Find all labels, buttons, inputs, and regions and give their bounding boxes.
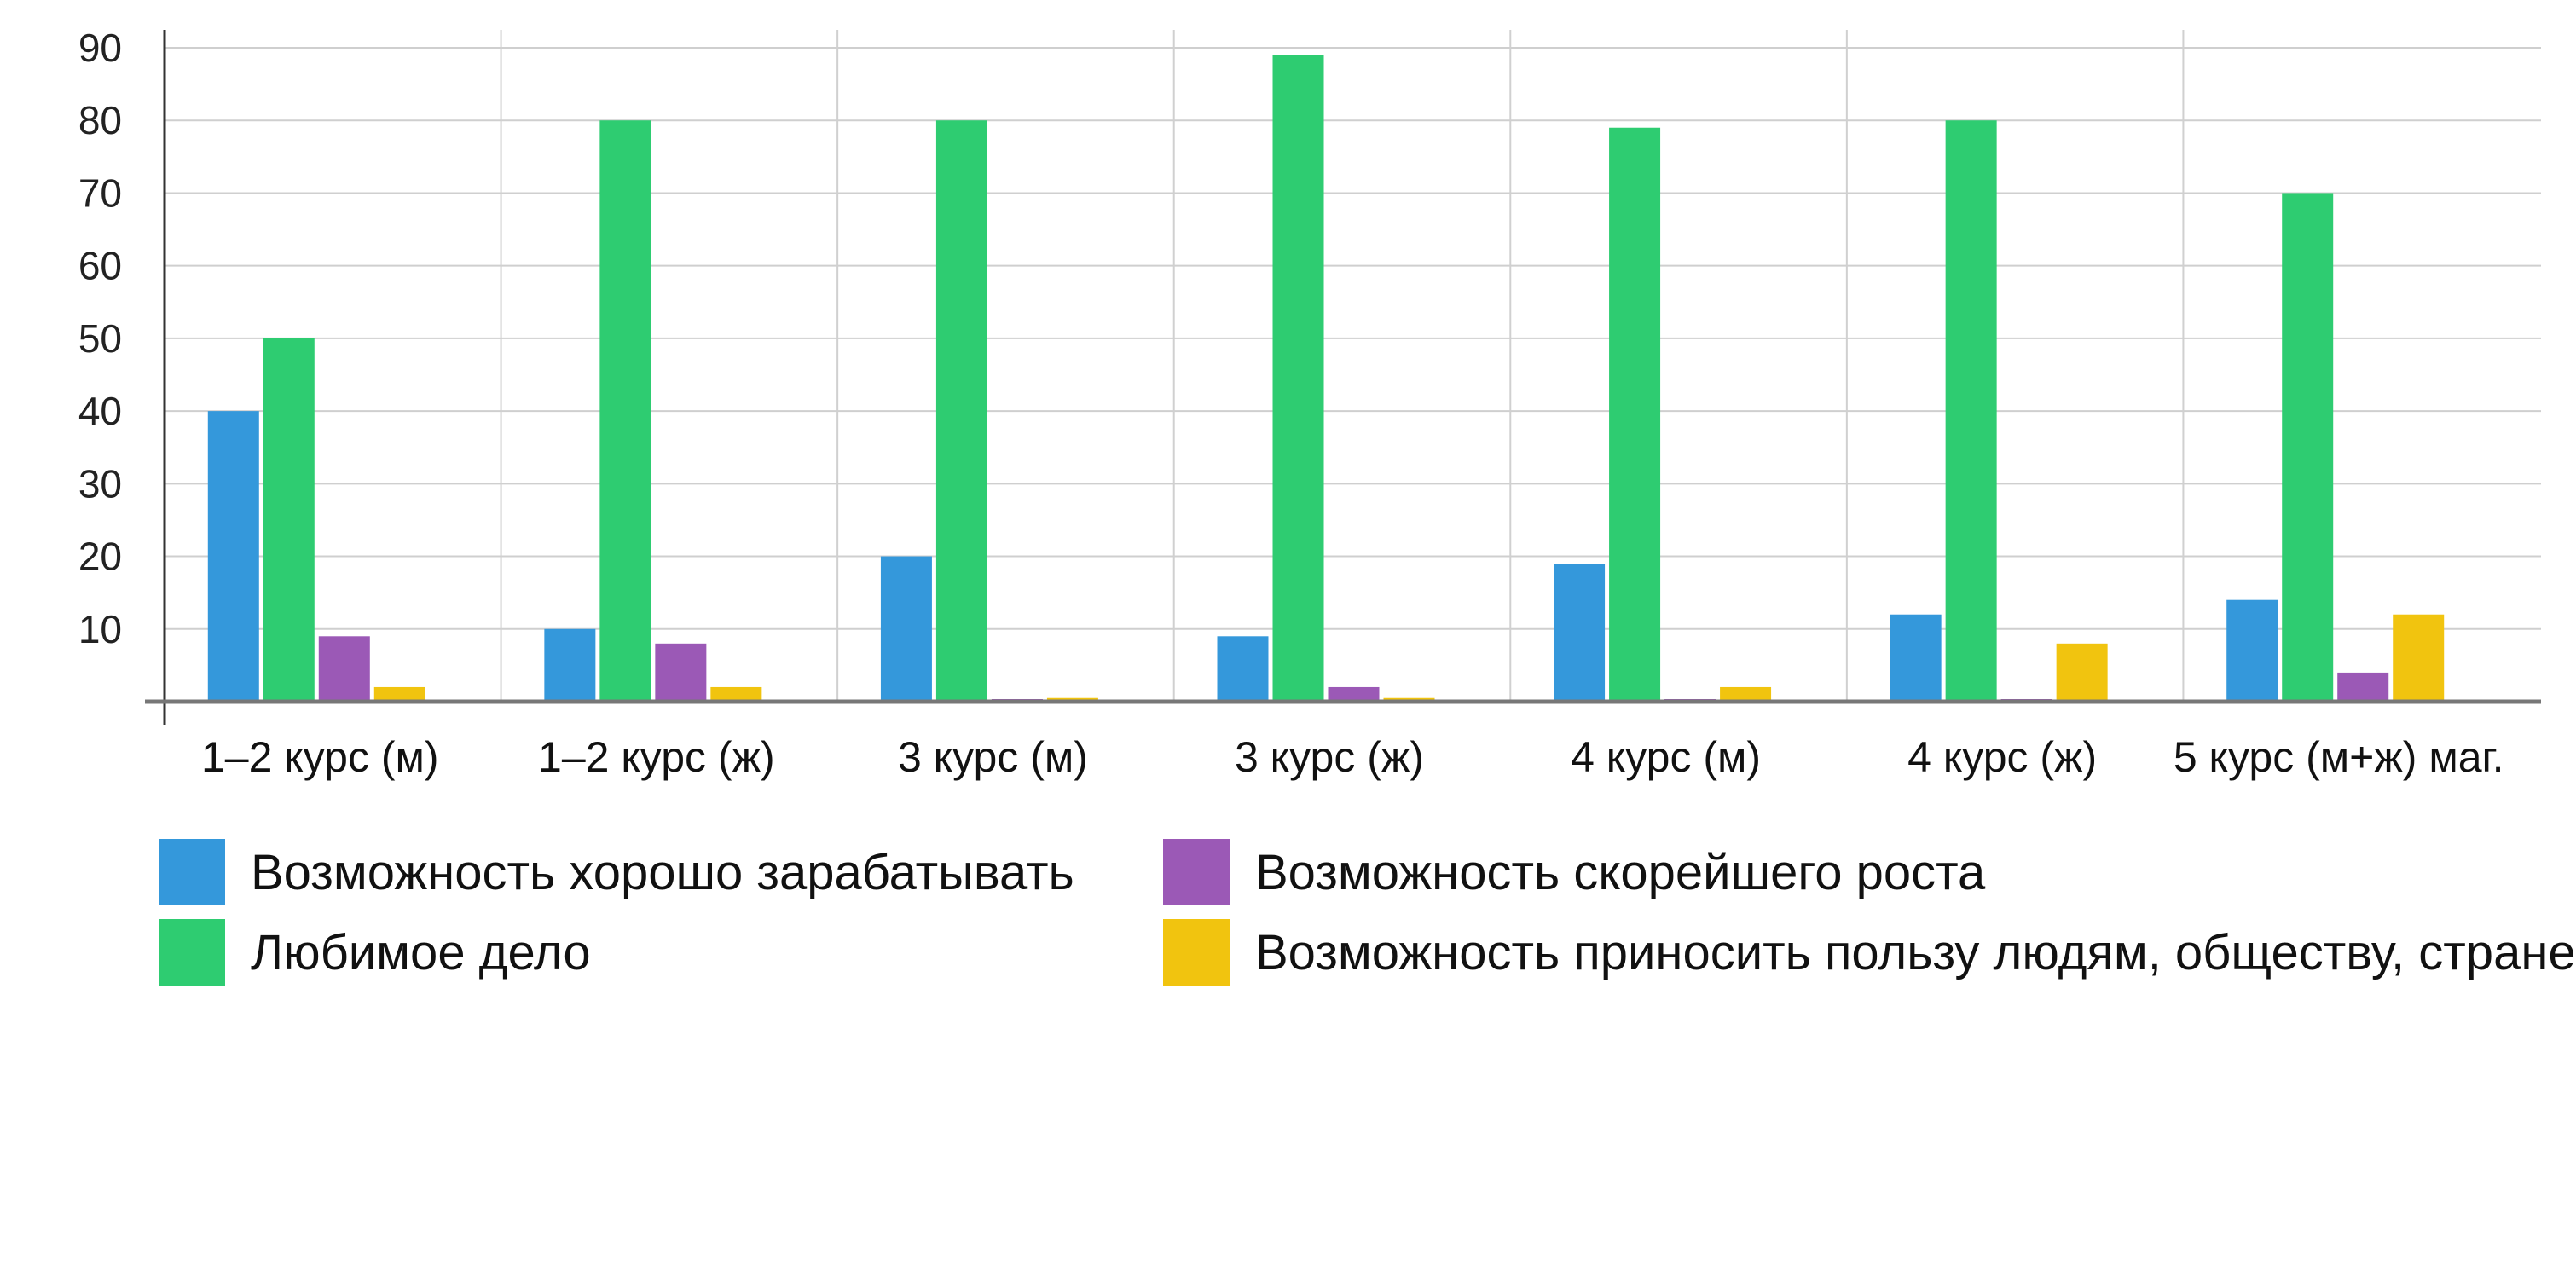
y-tick-label-80: 80 bbox=[78, 98, 122, 142]
y-tick-label-10: 10 bbox=[78, 607, 122, 651]
bars bbox=[207, 55, 2445, 702]
bar-1-series-4 bbox=[373, 686, 425, 702]
legend-label-growth: Возможность скорейшего роста bbox=[1255, 844, 1986, 900]
x-category-label-5: 4 курс (м) bbox=[1571, 733, 1761, 781]
bar-7-series-2 bbox=[2282, 193, 2334, 702]
y-tick-label-90: 90 bbox=[78, 26, 122, 70]
x-category-label-7: 5 курс (м+ж) маг. bbox=[2174, 733, 2504, 781]
bar-4-series-2 bbox=[1272, 55, 1324, 702]
legend-swatch-earn bbox=[159, 839, 225, 905]
bar-1-series-3 bbox=[318, 636, 370, 702]
x-category-label-1: 1–2 курс (м) bbox=[201, 733, 439, 781]
x-category-label-3: 3 курс (м) bbox=[898, 733, 1088, 781]
bar-5-series-4 bbox=[1720, 686, 1772, 702]
legend-label-benefit: Возможность приносить пользу людям, обще… bbox=[1255, 924, 2576, 980]
bar-7-series-4 bbox=[2393, 614, 2445, 702]
y-tick-label-30: 30 bbox=[78, 461, 122, 506]
legend-item-benefit: Возможность приносить пользу людям, обще… bbox=[1163, 918, 2576, 986]
legend-swatch-benefit bbox=[1163, 919, 1230, 986]
legend-item-favorite: Любимое дело bbox=[159, 918, 591, 986]
y-tick-label-70: 70 bbox=[78, 171, 122, 215]
bar-6-series-4 bbox=[2056, 643, 2108, 702]
legend-label-favorite: Любимое дело bbox=[251, 924, 591, 980]
x-category-label-6: 4 курс (ж) bbox=[1907, 733, 2097, 781]
bar-4-series-1 bbox=[1217, 636, 1269, 702]
x-category-label-2: 1–2 курс (ж) bbox=[538, 733, 775, 781]
legend-swatch-growth bbox=[1163, 839, 1230, 905]
bar-7-series-3 bbox=[2337, 672, 2389, 702]
bar-1-series-1 bbox=[207, 411, 259, 702]
grid bbox=[165, 30, 2541, 702]
bar-3-series-2 bbox=[935, 120, 987, 702]
bar-5-series-1 bbox=[1554, 564, 1606, 702]
y-tick-label-20: 20 bbox=[78, 535, 122, 579]
bar-7-series-1 bbox=[2226, 599, 2278, 702]
bar-6-series-2 bbox=[1945, 120, 1997, 702]
x-category-label-4: 3 курс (ж) bbox=[1235, 733, 1424, 781]
bar-2-series-2 bbox=[599, 120, 651, 702]
legend-label-earn: Возможность хорошо зарабатывать bbox=[251, 844, 1074, 900]
y-tick-label-60: 60 bbox=[78, 244, 122, 288]
y-tick-label-50: 50 bbox=[78, 316, 122, 361]
bar-1-series-2 bbox=[263, 338, 315, 702]
axes bbox=[145, 30, 2541, 725]
bar-2-series-4 bbox=[710, 686, 762, 702]
bar-2-series-3 bbox=[655, 643, 707, 702]
legend-swatch-favorite bbox=[159, 919, 225, 986]
legend: Возможность хорошо зарабатывать Любимое … bbox=[159, 831, 2576, 1002]
legend-item-earn: Возможность хорошо зарабатывать bbox=[159, 838, 1074, 906]
bar-5-series-2 bbox=[1609, 127, 1661, 702]
labels: 10 20 30 40 50 60 70 80 90 1–2 курс (м) 1–2 курс (… bbox=[78, 26, 2504, 781]
bar-4-series-3 bbox=[1328, 686, 1380, 702]
y-tick-label-40: 40 bbox=[78, 389, 122, 433]
bar-6-series-1 bbox=[1890, 614, 1942, 702]
bar-3-series-1 bbox=[880, 556, 932, 702]
bar-chart: 10 20 30 40 50 60 70 80 90 1–2 курс (м) 1–2 курс (… bbox=[78, 26, 2541, 781]
bar-2-series-1 bbox=[544, 628, 596, 702]
legend-item-growth: Возможность скорейшего роста bbox=[1163, 838, 1985, 906]
